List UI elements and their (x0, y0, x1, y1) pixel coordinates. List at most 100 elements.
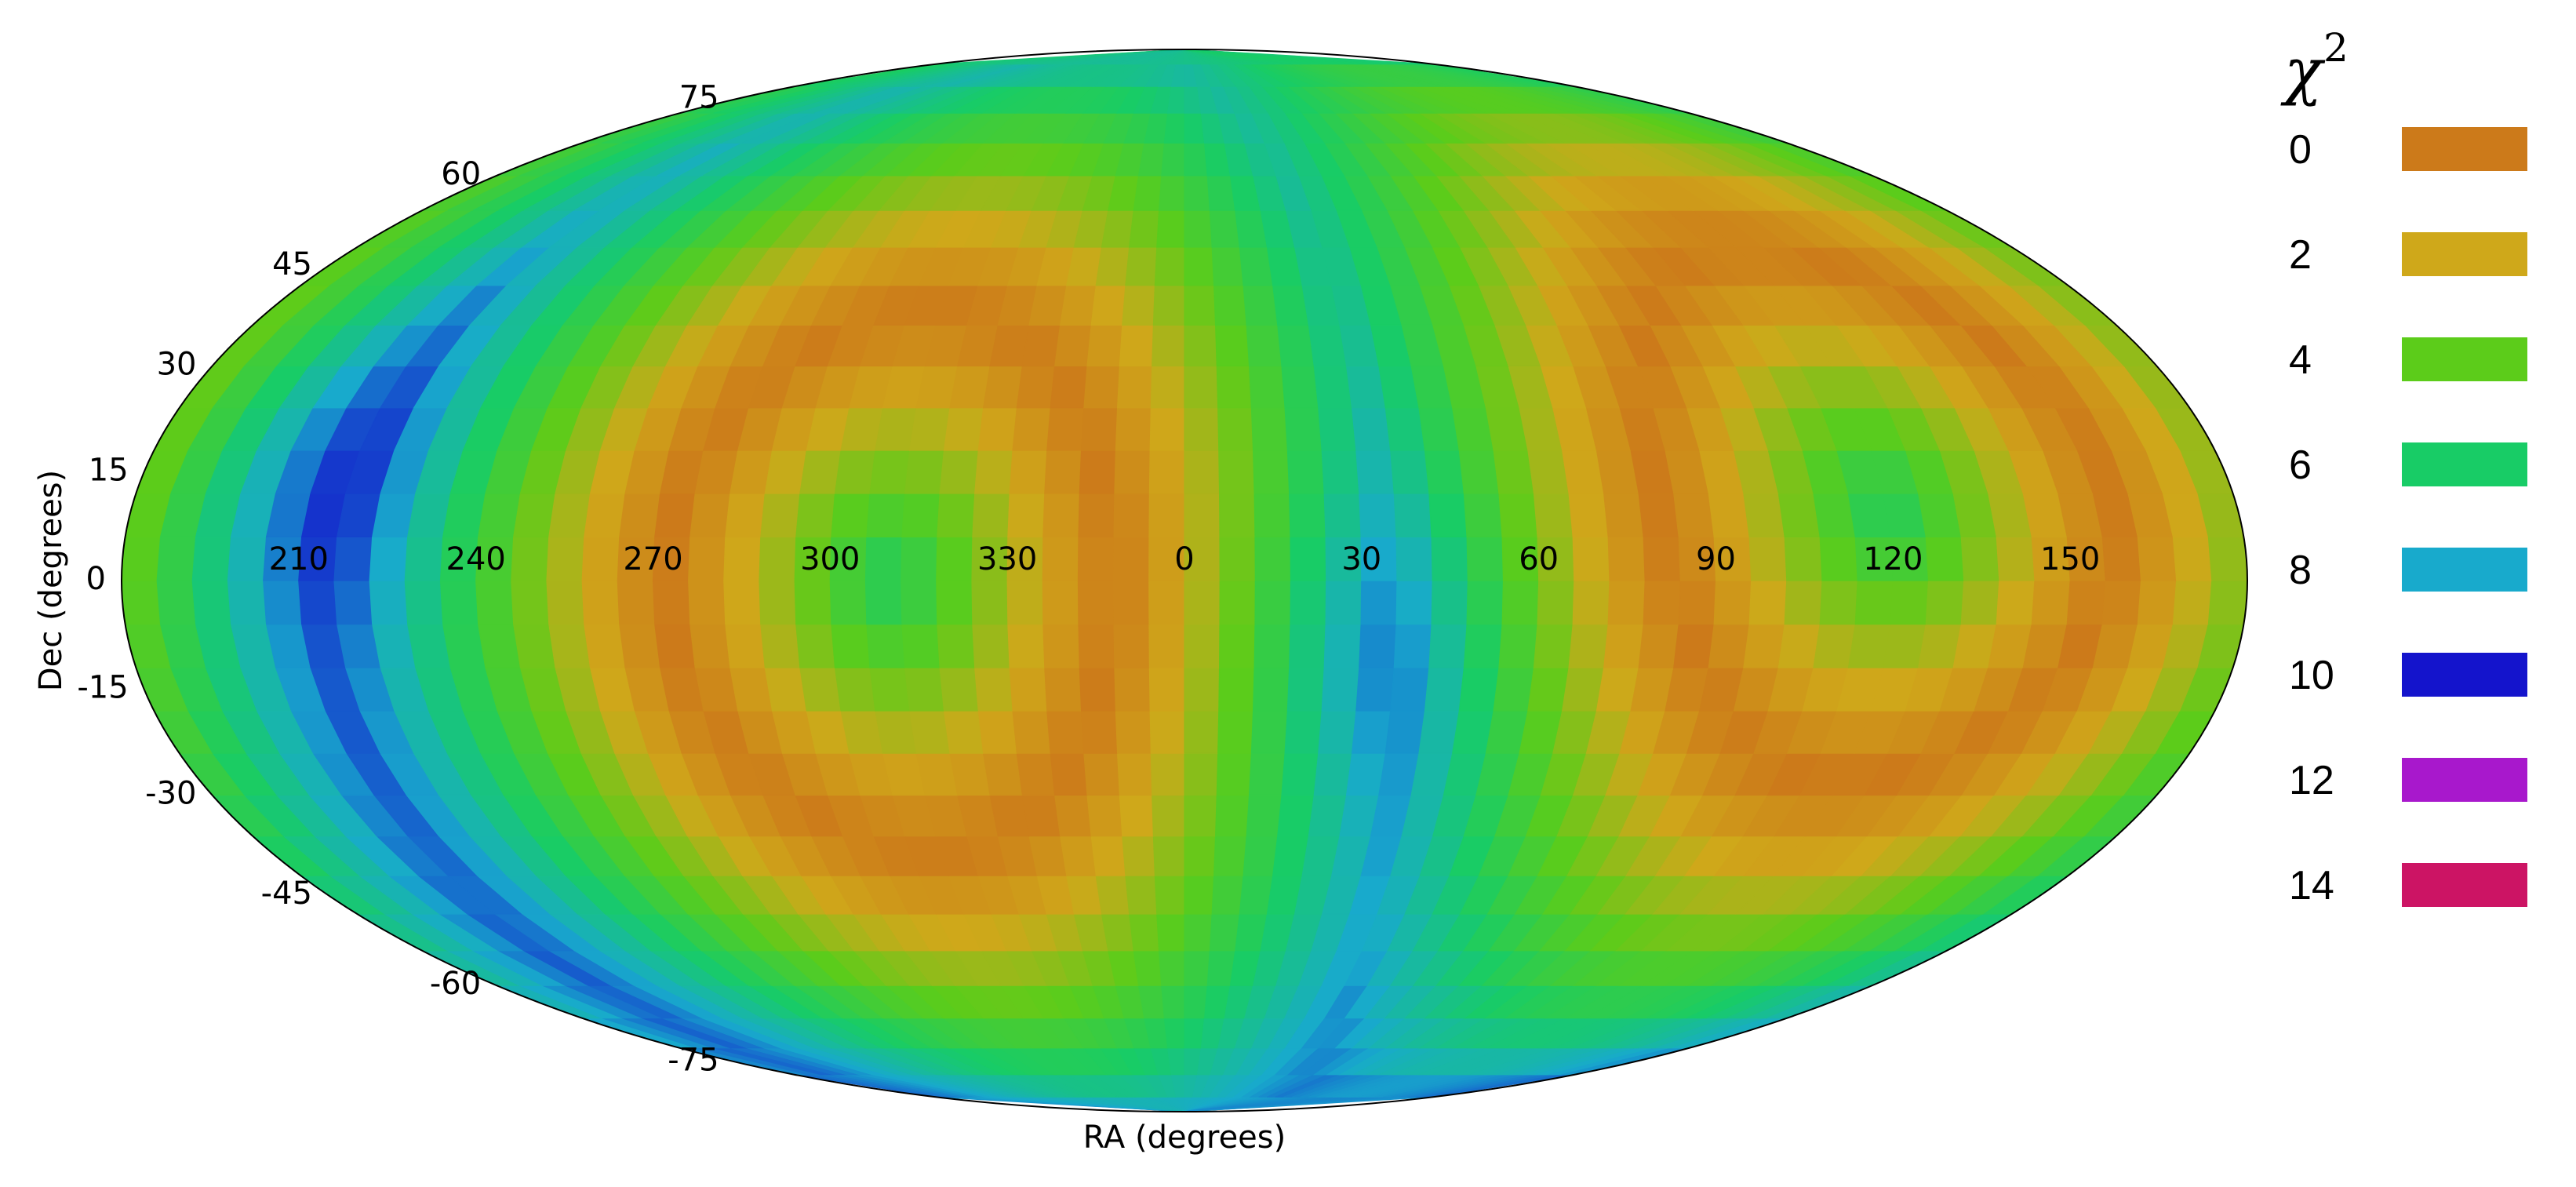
heatmap-cell (1161, 985, 1185, 1019)
heatmap-cell (2137, 536, 2178, 581)
heatmap-cell (191, 580, 232, 625)
heatmap-cell (1248, 752, 1286, 796)
heatmap-cell (1184, 246, 1215, 286)
heatmap-cell (1384, 710, 1426, 754)
heatmap-cell (1184, 580, 1221, 625)
colorbar-level-label: 14 (2289, 863, 2334, 908)
heatmap-cell (1246, 794, 1283, 837)
heatmap-cell (1431, 536, 1468, 581)
heatmap-cell (1133, 175, 1162, 211)
heatmap-cell (831, 623, 871, 668)
heatmap-cell (1493, 667, 1535, 712)
heatmap-cell (1016, 365, 1056, 409)
heatmap-cell (1393, 493, 1432, 538)
heatmap-cell (1184, 985, 1208, 1019)
heatmap-cell (974, 667, 1013, 712)
heatmap-cell (1083, 365, 1121, 409)
heatmap-cell (1527, 667, 1570, 712)
heatmap-cell (1996, 536, 2036, 581)
heatmap-cell (511, 580, 550, 625)
heatmap-cell (227, 536, 267, 581)
heatmap-cell (1007, 623, 1046, 668)
heatmap-cell (937, 623, 976, 668)
heatmap-cell (1158, 175, 1185, 211)
heatmap-cell (1115, 407, 1152, 451)
heatmap-cell (1218, 667, 1255, 712)
colorbar-swatch (2402, 442, 2527, 486)
heatmap-cell (1114, 667, 1151, 712)
heatmap-cell (1080, 710, 1119, 754)
heatmap-cell (1428, 493, 1468, 538)
heatmap-cell (688, 580, 726, 625)
heatmap-cell (1318, 710, 1357, 754)
heatmap-cell (1113, 580, 1150, 625)
heatmap-cell (1603, 493, 1644, 538)
heatmap-cell (156, 536, 197, 581)
heatmap-cell (764, 667, 807, 712)
heatmap-cell (1184, 407, 1220, 451)
heatmap-cell (1498, 493, 1538, 538)
heatmap-cell (1184, 324, 1217, 367)
heatmap-cell (1079, 450, 1117, 494)
heatmap-cell (1216, 752, 1253, 796)
heatmap-cell (794, 580, 832, 625)
heatmap-cell (1184, 950, 1211, 986)
heatmap-cell (1960, 580, 2000, 625)
colorbar-level-label: 12 (2289, 758, 2334, 803)
heatmap-cell (1116, 752, 1153, 796)
dec-tick-label: 60 (441, 156, 481, 192)
heatmap-cell (1384, 407, 1426, 451)
heatmap-cell (1042, 623, 1080, 668)
heatmap-cell (1119, 324, 1155, 367)
ra-tick-label: 270 (623, 541, 682, 577)
heatmap-cell (1678, 580, 1717, 625)
heatmap-cell (1854, 580, 1894, 625)
heatmap-cell (1603, 623, 1644, 668)
dec-tick-labels: 75 60 45 30 15 0 -15 -30 -45 -60 -75 (77, 80, 719, 1079)
heatmap-cell (829, 580, 868, 625)
heatmap-cell (512, 623, 556, 668)
heatmap-cell (511, 536, 550, 581)
heatmap-cell (156, 580, 197, 625)
heatmap-cell (1079, 667, 1117, 712)
heatmap-cell (654, 623, 696, 668)
heatmap-cell (937, 493, 976, 538)
heatmap-cell (864, 536, 903, 581)
dec-tick-label: -30 (145, 776, 196, 812)
heatmap-cell (1466, 536, 1504, 581)
heatmap-cell (1012, 710, 1051, 754)
heatmap-cell (764, 450, 807, 494)
heatmap-cell (1095, 875, 1130, 915)
heatmap-cell (333, 580, 373, 625)
heatmap-cell (1359, 493, 1397, 538)
heatmap-cell (1152, 794, 1185, 837)
heatmap-cell (1925, 580, 1965, 625)
heatmap-cell (1960, 536, 2000, 581)
dec-tick-label: -45 (261, 876, 312, 912)
heatmap-cell (1252, 667, 1290, 712)
heatmap-cell (974, 450, 1013, 494)
heatmap-cell (1150, 752, 1185, 796)
ra-tick-label: 90 (1696, 541, 1736, 577)
heatmap-cell (1463, 493, 1503, 538)
heatmap-cell (1784, 580, 1823, 625)
heatmap-cell (1218, 623, 1256, 668)
heatmap-cell (971, 580, 1009, 625)
heatmap-cell (1351, 710, 1392, 754)
heatmap-cell (834, 667, 876, 712)
heatmap-cell (1708, 623, 1750, 668)
heatmap-cell (1458, 667, 1500, 712)
heatmap-cell (1493, 450, 1535, 494)
heatmap-cell (982, 752, 1024, 796)
heatmap-cell (1466, 580, 1504, 625)
heatmap-cell (1090, 835, 1126, 876)
heatmap-cell (1148, 667, 1185, 712)
heatmap-cell (1184, 794, 1217, 837)
heatmap-cell (688, 536, 726, 581)
heatmap-cell (1568, 493, 1609, 538)
heatmap-cell (1713, 580, 1752, 625)
heatmap-cell (1042, 580, 1079, 625)
heatmap-cell (1355, 450, 1395, 494)
heatmap-cell (725, 493, 766, 538)
colorbar-swatch (2402, 232, 2527, 276)
